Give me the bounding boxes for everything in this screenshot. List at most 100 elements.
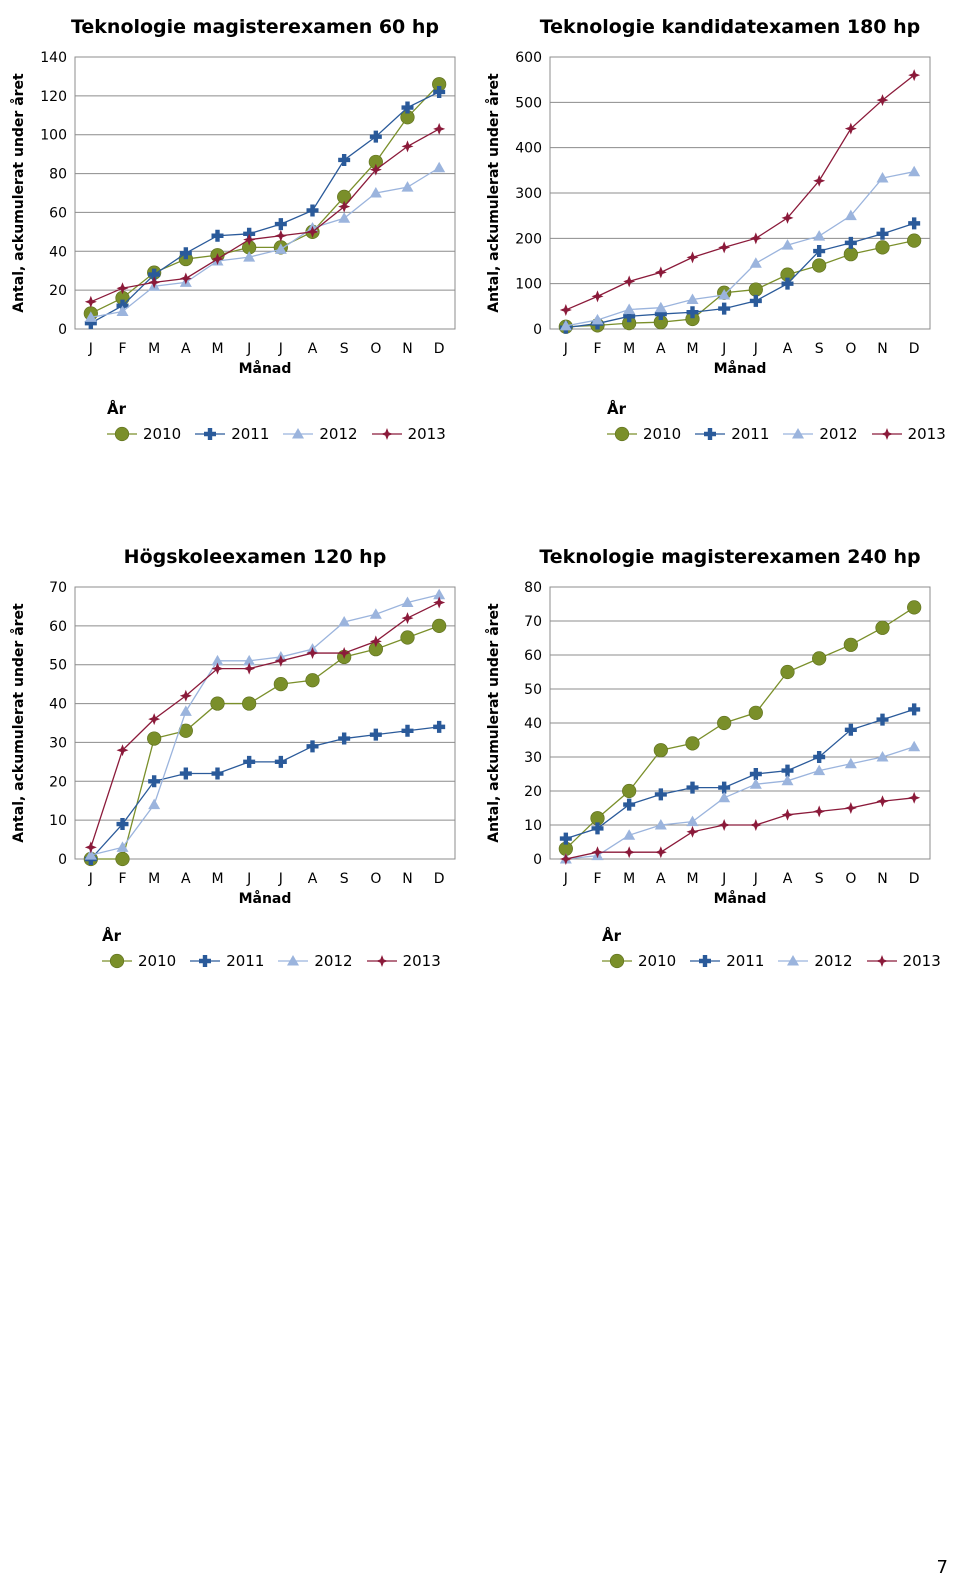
- y-tick-label: 0: [58, 322, 67, 338]
- series-2013: [559, 791, 921, 865]
- legend-label: 2013: [407, 425, 446, 443]
- x-tick-label: J: [753, 871, 758, 887]
- x-tick-label: J: [246, 871, 251, 887]
- y-tick-label: 60: [524, 648, 542, 664]
- y-axis-label: Antal, ackumulerat under året: [485, 603, 502, 843]
- data-point-2013: [306, 647, 319, 660]
- data-point-2013: [116, 744, 129, 757]
- data-point-2011: [749, 294, 762, 307]
- x-tick-label: N: [877, 341, 887, 357]
- gridlines: [550, 56, 930, 330]
- plot-frame: [74, 56, 456, 330]
- y-tick-label: 30: [524, 750, 542, 766]
- data-point-2011: [306, 740, 319, 753]
- x-tick-label: D: [434, 341, 445, 357]
- series-line-2013: [90, 601, 440, 848]
- data-point-2011: [844, 723, 857, 736]
- data-point-2013: [243, 662, 256, 675]
- data-point-2012: [718, 791, 731, 803]
- data-point-2013: [654, 846, 667, 859]
- series-2010: [83, 77, 447, 321]
- data-point-2010: [622, 783, 637, 799]
- legend-marker-2013: [366, 955, 397, 967]
- data-point-2013: [844, 122, 857, 135]
- x-tick-label: S: [815, 871, 824, 887]
- data-point-2013: [148, 276, 161, 289]
- y-tick-label: 0: [58, 852, 67, 868]
- data-point-2011: [686, 781, 699, 794]
- x-tick-label: M: [211, 871, 223, 887]
- legend-item-2012: 2012: [776, 951, 853, 971]
- y-axis-label: Antal, ackumulerat under året: [10, 73, 27, 313]
- data-point-2013: [338, 200, 351, 213]
- legend-marker-2012: [278, 955, 309, 966]
- data-point-2012: [813, 764, 826, 776]
- x-tick-label: F: [593, 871, 601, 887]
- data-point-2011: [781, 277, 794, 290]
- legend-item-2013: 2013: [365, 951, 441, 971]
- data-point-2011: [433, 85, 446, 98]
- legend: År 2010 2011 2012 2013: [105, 400, 458, 444]
- data-point-2013: [338, 647, 351, 660]
- data-point-2010: [115, 851, 130, 867]
- data-point-2012: [844, 209, 857, 221]
- x-axis-label: Månad: [714, 360, 767, 377]
- series-line-2011: [565, 222, 915, 329]
- series-2013: [84, 596, 446, 854]
- x-tick-label: A: [308, 341, 318, 357]
- data-point-2012: [84, 849, 97, 860]
- legend-label: 2011: [726, 952, 765, 970]
- legend-item-2011: 2011: [193, 424, 269, 444]
- legend-marker-2011: [690, 955, 721, 967]
- legend-title: År: [107, 400, 127, 418]
- data-point-2013: [211, 662, 224, 675]
- data-point-2012: [369, 187, 382, 198]
- data-point-2011: [623, 310, 636, 323]
- data-point-2013: [591, 290, 604, 303]
- legend-item-2012: 2012: [281, 424, 358, 444]
- data-point-2011: [274, 218, 287, 231]
- legend-item-2012: 2012: [781, 424, 858, 444]
- x-tick-label: F: [593, 341, 601, 357]
- data-point-2011: [211, 229, 224, 242]
- data-point-2010: [432, 618, 447, 633]
- x-tick-label: J: [88, 871, 93, 887]
- series-2012: [84, 161, 446, 322]
- data-point-2011: [211, 767, 224, 780]
- legend: År 2010 2011 2012 2013: [100, 927, 453, 971]
- x-tick-label: N: [402, 341, 412, 357]
- plot-frame: [549, 586, 931, 860]
- chart-panel-4: Teknologie magisterexamen 240 hp 0 10 20 30 4…: [480, 535, 955, 1005]
- x-tick-label: O: [370, 871, 381, 887]
- data-point-2012: [338, 615, 351, 627]
- data-point-2012: [654, 819, 667, 830]
- data-point-2011: [116, 818, 129, 831]
- legend-label: 2010: [143, 425, 182, 443]
- series-line-2013: [565, 74, 915, 311]
- data-point-2013: [686, 251, 699, 264]
- legend-item-2013: 2013: [865, 951, 941, 971]
- y-tick-label: 70: [524, 614, 542, 630]
- data-point-2012: [211, 654, 224, 666]
- data-point-2012: [749, 778, 762, 789]
- x-tick-label: M: [623, 871, 635, 887]
- series-line-2012: [565, 171, 915, 327]
- legend-marker-2012: [783, 428, 814, 439]
- data-point-2013: [84, 295, 97, 308]
- data-point-2013: [781, 211, 794, 224]
- series-2012: [559, 165, 921, 331]
- data-point-2013: [211, 253, 224, 266]
- gridlines: [75, 586, 455, 860]
- y-tick-label: 40: [49, 244, 67, 260]
- data-point-2010: [875, 620, 890, 635]
- data-point-2011: [243, 755, 256, 768]
- data-point-2012: [718, 289, 731, 300]
- data-point-2012: [623, 303, 636, 315]
- y-tick-label: 50: [49, 658, 67, 674]
- data-point-2010: [242, 696, 257, 711]
- x-tick-label: A: [656, 871, 666, 887]
- legend-label: 2013: [907, 425, 946, 443]
- data-point-2010: [812, 651, 827, 666]
- page-number: 7: [936, 1557, 948, 1578]
- data-point-2013: [813, 174, 826, 187]
